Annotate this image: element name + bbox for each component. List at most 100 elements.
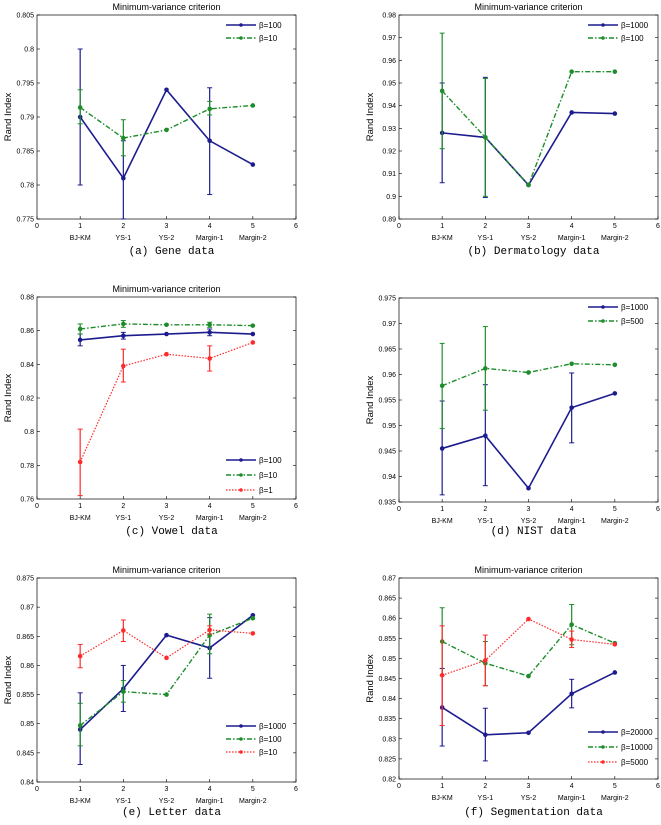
data-point	[164, 655, 169, 661]
data-point	[250, 615, 256, 621]
legend-label: β=100	[259, 735, 282, 744]
x-tick-label: 5	[251, 503, 255, 510]
x-tick-label: 4	[570, 506, 574, 513]
data-point	[207, 356, 212, 361]
series-blue: β=1000	[77, 613, 287, 766]
data-point	[526, 616, 531, 622]
legend-marker	[601, 23, 605, 27]
data-point	[121, 321, 126, 327]
series-green: β=10	[77, 320, 278, 480]
y-tick-label: 0.79	[20, 115, 34, 122]
data-point	[569, 361, 574, 367]
chart-caption: (e) Letter data	[122, 807, 221, 819]
y-tick-label: 0.76	[20, 497, 34, 504]
x-category-label: Margin-1	[196, 515, 224, 522]
series-green: β=500	[439, 317, 644, 430]
data-point	[526, 370, 531, 375]
data-point	[121, 333, 126, 339]
chart-title: Minimum-variance criterion	[112, 284, 220, 294]
plot-area	[36, 296, 297, 500]
x-category-label: BJ-KM	[70, 798, 91, 805]
data-point	[526, 730, 531, 736]
chart-caption: (c) Vowel data	[125, 526, 218, 538]
y-axis-label: Rand Index	[365, 92, 376, 141]
legend-marker	[239, 488, 243, 492]
legend-marker	[239, 473, 243, 477]
y-tick-label: 0.92	[382, 149, 396, 156]
data-point	[77, 337, 83, 343]
plot-area	[36, 14, 297, 220]
legend-label: β=10	[259, 748, 278, 757]
data-point	[77, 105, 83, 110]
y-tick-label: 0.94	[382, 103, 396, 110]
series-line	[441, 363, 615, 387]
x-tick-label: 0	[35, 223, 39, 230]
x-tick-label: 1	[78, 503, 82, 510]
x-tick-label: 3	[165, 223, 169, 230]
legend-label: β=1	[259, 486, 273, 495]
y-tick-label: 0.805	[16, 13, 34, 20]
x-category-label: YS-1	[116, 798, 132, 805]
y-tick-label: 0.775	[16, 217, 34, 224]
x-tick-label: 0	[35, 786, 39, 793]
y-axis-label: Rand Index	[365, 654, 376, 703]
data-point	[77, 326, 83, 332]
data-point	[121, 135, 126, 141]
data-point	[250, 340, 256, 345]
chart-panel-c: Minimum-variance criterion (c) Vowel data…	[3, 284, 298, 538]
y-tick-label: 0.85	[382, 656, 396, 663]
x-tick-label: 0	[397, 506, 401, 513]
series-blue: β=1000	[439, 303, 649, 496]
data-point	[612, 642, 618, 647]
chart-caption: (a) Gene data	[129, 246, 215, 258]
y-tick-label: 0.8	[24, 47, 34, 54]
y-tick-label: 0.87	[20, 605, 34, 612]
y-tick-label: 0.875	[16, 576, 34, 583]
x-category-label: YS-2	[521, 795, 537, 802]
x-category-label: Margin-2	[601, 235, 629, 242]
data-point	[483, 366, 488, 371]
x-category-label: Margin-2	[601, 518, 629, 525]
legend-marker	[239, 36, 243, 40]
x-tick-label: 3	[165, 786, 169, 793]
series-green: β=10	[77, 34, 278, 157]
series-blue: β=20000	[439, 667, 653, 762]
x-category-label: Margin-2	[239, 798, 267, 805]
y-tick-label: 0.84	[20, 362, 34, 369]
data-point	[439, 383, 445, 389]
y-tick-label: 0.865	[378, 596, 396, 603]
y-tick-label: 0.97	[382, 35, 396, 42]
x-tick-label: 6	[294, 503, 298, 510]
x-tick-label: 4	[570, 223, 574, 230]
data-point	[164, 632, 169, 638]
chart-caption: (d) NIST data	[491, 526, 577, 538]
series-blue: β=100	[77, 328, 282, 465]
y-tick-label: 0.975	[378, 296, 396, 303]
data-point	[483, 658, 488, 663]
x-tick-label: 6	[656, 223, 660, 230]
x-tick-label: 5	[251, 786, 255, 793]
x-category-label: Margin-1	[558, 518, 586, 525]
data-point	[207, 627, 212, 633]
chart-panel-d: (d) NIST data Rand Index 0.935 0.94 0.945 0.9…	[365, 296, 660, 539]
x-category-label: YS-1	[478, 235, 494, 242]
data-point	[121, 628, 126, 633]
data-point	[612, 111, 618, 116]
data-point	[207, 106, 212, 112]
x-category-label: YS-1	[478, 795, 494, 802]
data-point	[207, 138, 212, 144]
legend-label: β=1000	[259, 722, 287, 731]
x-category-label: YS-1	[116, 515, 132, 522]
plot-area	[398, 14, 659, 220]
x-tick-label: 0	[35, 503, 39, 510]
series-red: β=5000	[439, 616, 649, 767]
legend-marker	[239, 750, 243, 754]
x-category-label: BJ-KM	[432, 235, 453, 242]
x-category-label: Margin-1	[558, 235, 586, 242]
x-tick-label: 1	[440, 223, 444, 230]
x-tick-label: 1	[440, 506, 444, 513]
y-tick-label: 0.97	[382, 321, 396, 328]
y-tick-label: 0.855	[378, 636, 396, 643]
x-tick-label: 6	[656, 783, 660, 790]
y-tick-label: 0.93	[382, 126, 396, 133]
